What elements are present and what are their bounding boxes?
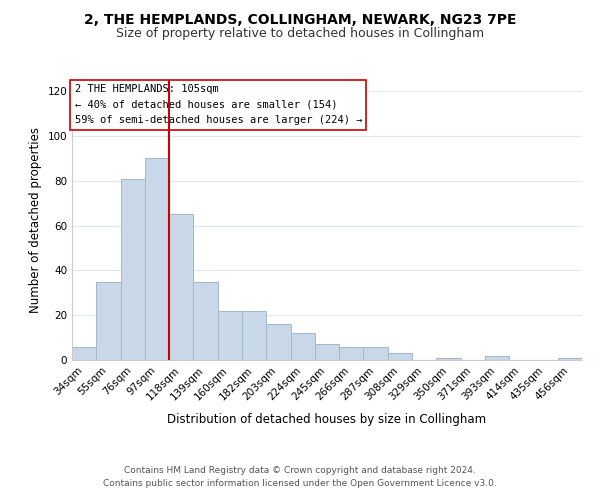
Bar <box>315 344 339 360</box>
Bar <box>339 346 364 360</box>
Bar <box>388 354 412 360</box>
Text: 2, THE HEMPLANDS, COLLINGHAM, NEWARK, NG23 7PE: 2, THE HEMPLANDS, COLLINGHAM, NEWARK, NG… <box>84 12 516 26</box>
Bar <box>266 324 290 360</box>
Text: 2 THE HEMPLANDS: 105sqm
← 40% of detached houses are smaller (154)
59% of semi-d: 2 THE HEMPLANDS: 105sqm ← 40% of detache… <box>74 84 362 126</box>
Bar <box>145 158 169 360</box>
Bar <box>558 358 582 360</box>
Bar <box>121 178 145 360</box>
Bar <box>436 358 461 360</box>
Bar <box>290 333 315 360</box>
X-axis label: Distribution of detached houses by size in Collingham: Distribution of detached houses by size … <box>167 413 487 426</box>
Bar <box>169 214 193 360</box>
Bar <box>72 346 96 360</box>
Bar <box>485 356 509 360</box>
Bar <box>193 282 218 360</box>
Text: Contains HM Land Registry data © Crown copyright and database right 2024.
Contai: Contains HM Land Registry data © Crown c… <box>103 466 497 487</box>
Bar <box>364 346 388 360</box>
Bar <box>96 282 121 360</box>
Bar <box>218 310 242 360</box>
Y-axis label: Number of detached properties: Number of detached properties <box>29 127 42 313</box>
Text: Size of property relative to detached houses in Collingham: Size of property relative to detached ho… <box>116 28 484 40</box>
Bar <box>242 310 266 360</box>
